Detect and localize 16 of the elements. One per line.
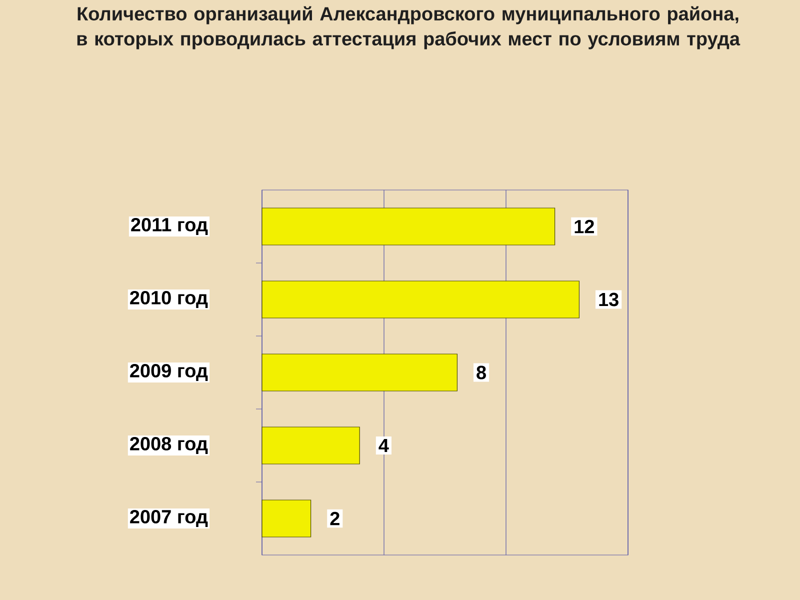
- bar: [262, 208, 556, 246]
- data-label: 13: [599, 292, 618, 306]
- y-tick-label: 2011 год: [131, 218, 208, 236]
- y-tick-label: 2008 год: [130, 436, 208, 454]
- y-tick-label: 2010 год: [130, 290, 208, 308]
- bar: [262, 354, 458, 392]
- bar: [262, 280, 580, 318]
- y-tick-label: 2007 год: [130, 510, 208, 528]
- chart-title: Количество организаций Александровского муниципального района, в которых проводилась аттестация рабочих мест по условиям труда: [77, 6, 740, 50]
- data-label: 4: [378, 438, 389, 452]
- data-label: 8: [476, 366, 486, 380]
- data-label: 2: [330, 512, 340, 526]
- bar: [262, 500, 312, 538]
- data-label: 12: [574, 220, 594, 234]
- bar: [262, 426, 360, 464]
- y-tick-label: 2009 год: [130, 364, 208, 382]
